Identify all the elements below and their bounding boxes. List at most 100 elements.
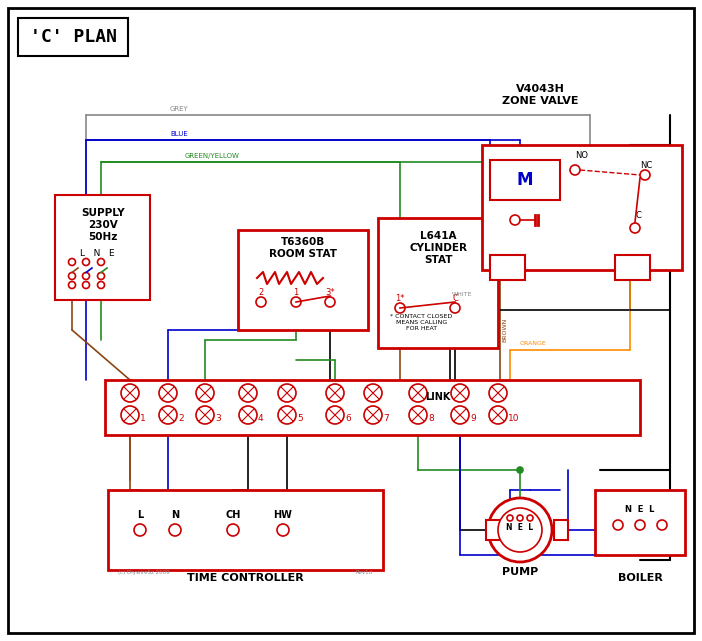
Text: (c) DiywireSz 2009: (c) DiywireSz 2009 — [118, 570, 170, 575]
Circle shape — [409, 406, 427, 424]
Text: PUMP: PUMP — [502, 567, 538, 577]
Bar — [108, 490, 383, 570]
Circle shape — [121, 406, 139, 424]
Bar — [18, 18, 128, 56]
Text: 1*: 1* — [395, 294, 405, 303]
Circle shape — [69, 272, 76, 279]
Text: C: C — [452, 294, 458, 303]
Circle shape — [121, 384, 139, 402]
Text: C: C — [635, 211, 641, 220]
Text: M: M — [517, 171, 534, 189]
Text: 4: 4 — [258, 413, 264, 422]
Circle shape — [325, 297, 335, 307]
Circle shape — [98, 281, 105, 288]
Circle shape — [239, 384, 257, 402]
Text: LINK: LINK — [425, 392, 451, 402]
Circle shape — [364, 384, 382, 402]
Circle shape — [69, 258, 76, 265]
Bar — [486, 520, 500, 540]
Text: 3: 3 — [215, 413, 220, 422]
Bar — [105, 380, 640, 435]
Text: N: N — [171, 510, 179, 520]
Circle shape — [278, 406, 296, 424]
Text: GREY: GREY — [170, 106, 189, 112]
Circle shape — [159, 406, 177, 424]
Text: 7: 7 — [383, 413, 389, 422]
Circle shape — [326, 384, 344, 402]
Text: 6: 6 — [345, 413, 351, 422]
Circle shape — [83, 258, 89, 265]
Circle shape — [451, 406, 469, 424]
Text: 2: 2 — [258, 288, 264, 297]
Circle shape — [613, 520, 623, 530]
Circle shape — [489, 406, 507, 424]
Text: Rev1d: Rev1d — [355, 570, 372, 575]
Text: L   N   E: L N E — [80, 249, 114, 258]
Bar — [482, 145, 682, 270]
Bar — [595, 490, 685, 555]
Text: N  E  L: N E L — [506, 522, 534, 531]
Text: NO: NO — [575, 151, 588, 160]
Text: GREEN/YELLOW: GREEN/YELLOW — [185, 153, 240, 159]
Bar — [554, 520, 568, 540]
Text: V4043H
ZONE VALVE: V4043H ZONE VALVE — [502, 84, 578, 106]
Circle shape — [527, 515, 533, 521]
Text: 9: 9 — [470, 413, 476, 422]
Circle shape — [630, 223, 640, 233]
Bar — [378, 218, 498, 348]
Circle shape — [570, 165, 580, 175]
Text: BOILER: BOILER — [618, 573, 663, 583]
Circle shape — [291, 297, 301, 307]
Circle shape — [196, 406, 214, 424]
Bar — [238, 230, 368, 330]
Circle shape — [488, 498, 552, 562]
Text: ORANGE: ORANGE — [520, 341, 547, 346]
Circle shape — [196, 384, 214, 402]
Circle shape — [277, 524, 289, 536]
Text: * CONTACT CLOSED
MEANS CALLING
FOR HEAT: * CONTACT CLOSED MEANS CALLING FOR HEAT — [390, 314, 452, 331]
Circle shape — [227, 524, 239, 536]
Text: WHITE: WHITE — [452, 292, 472, 297]
Circle shape — [507, 515, 513, 521]
Text: TIME CONTROLLER: TIME CONTROLLER — [187, 573, 303, 583]
Text: 8: 8 — [428, 413, 434, 422]
Circle shape — [450, 303, 460, 313]
Text: 3*: 3* — [325, 288, 335, 297]
Circle shape — [83, 272, 89, 279]
Bar — [490, 160, 560, 200]
Text: N  E  L: N E L — [625, 506, 655, 515]
Text: CH: CH — [225, 510, 241, 520]
Text: T6360B
ROOM STAT: T6360B ROOM STAT — [269, 237, 337, 259]
Circle shape — [326, 406, 344, 424]
Circle shape — [498, 508, 542, 552]
Circle shape — [278, 384, 296, 402]
Circle shape — [489, 384, 507, 402]
Circle shape — [83, 281, 89, 288]
Text: NC: NC — [640, 161, 652, 170]
Circle shape — [451, 384, 469, 402]
Text: L641A
CYLINDER
STAT: L641A CYLINDER STAT — [409, 231, 467, 265]
Circle shape — [159, 384, 177, 402]
Text: 'C' PLAN: 'C' PLAN — [29, 28, 117, 46]
Circle shape — [256, 297, 266, 307]
Circle shape — [169, 524, 181, 536]
Bar — [490, 255, 525, 280]
Circle shape — [635, 520, 645, 530]
Circle shape — [239, 406, 257, 424]
Text: BROWN: BROWN — [502, 318, 507, 342]
Text: 1: 1 — [293, 288, 298, 297]
Text: BLUE: BLUE — [170, 131, 187, 137]
Text: HW: HW — [274, 510, 293, 520]
Bar — [55, 195, 150, 300]
Text: SUPPLY
230V
50Hz: SUPPLY 230V 50Hz — [81, 208, 125, 242]
Text: L: L — [137, 510, 143, 520]
Circle shape — [98, 258, 105, 265]
Circle shape — [395, 303, 405, 313]
Circle shape — [517, 467, 523, 473]
Text: 10: 10 — [508, 413, 519, 422]
Bar — [615, 255, 650, 280]
Text: 5: 5 — [297, 413, 303, 422]
Circle shape — [510, 215, 520, 225]
Circle shape — [134, 524, 146, 536]
Circle shape — [69, 281, 76, 288]
